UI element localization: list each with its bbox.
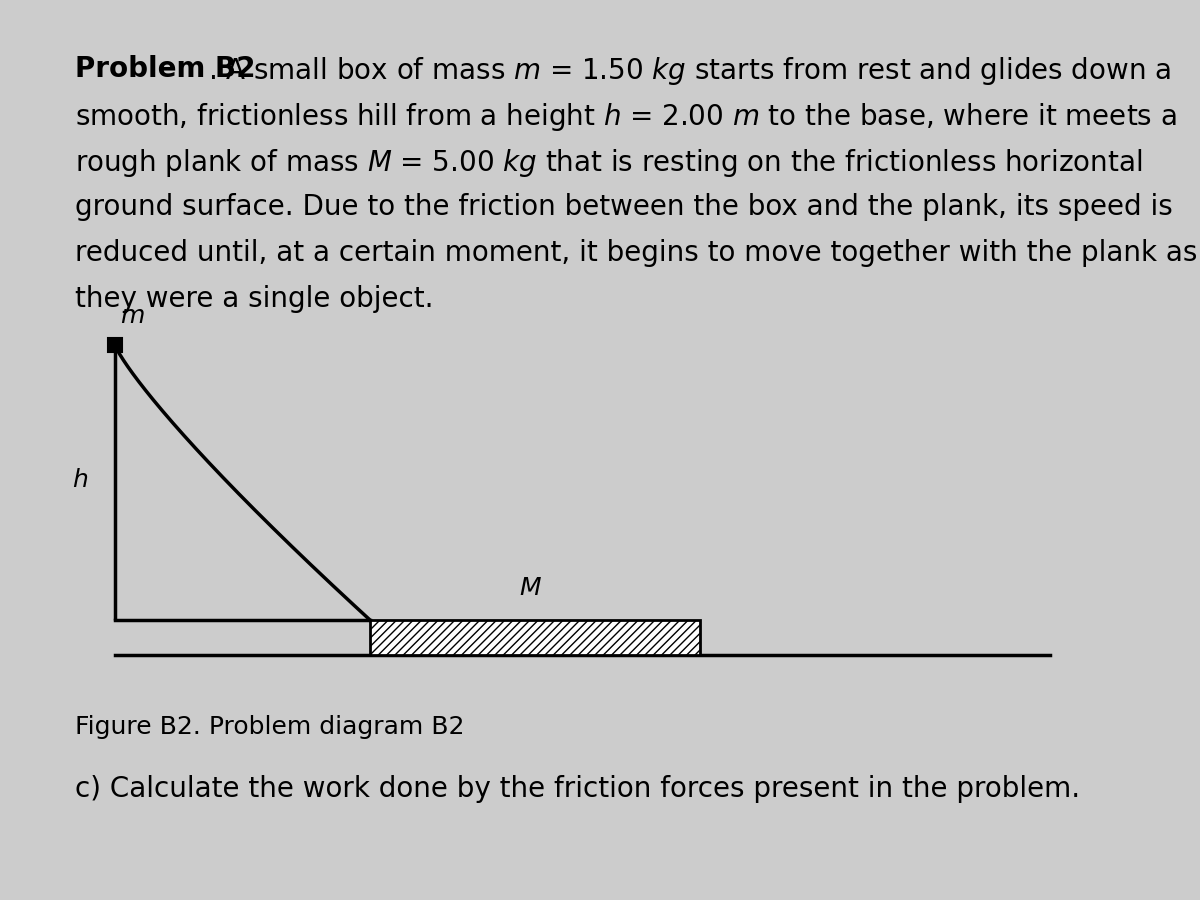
Text: ground surface. Due to the friction between the box and the plank, its speed is: ground surface. Due to the friction betw… bbox=[74, 193, 1172, 221]
Text: smooth, frictionless hill from a height $h$ = 2.00 $m$ to the base, where it mee: smooth, frictionless hill from a height … bbox=[74, 101, 1177, 133]
Text: $m$: $m$ bbox=[120, 304, 145, 328]
Text: Problem B2: Problem B2 bbox=[74, 55, 256, 83]
Text: rough plank of mass $M$ = 5.00 $kg$ that is resting on the frictionless horizont: rough plank of mass $M$ = 5.00 $kg$ that… bbox=[74, 147, 1142, 179]
Text: c) Calculate the work done by the friction forces present in the problem.: c) Calculate the work done by the fricti… bbox=[74, 775, 1080, 803]
Text: $h$: $h$ bbox=[72, 468, 88, 492]
Text: . A small box of mass $m$ = 1.50 $kg$ starts from rest and glides down a: . A small box of mass $m$ = 1.50 $kg$ st… bbox=[208, 55, 1171, 87]
Text: reduced until, at a certain moment, it begins to move together with the plank as: reduced until, at a certain moment, it b… bbox=[74, 239, 1200, 267]
Bar bbox=[108, 338, 122, 352]
Text: Figure B2. Problem diagram B2: Figure B2. Problem diagram B2 bbox=[74, 715, 464, 739]
Text: $M$: $M$ bbox=[518, 576, 541, 600]
Text: they were a single object.: they were a single object. bbox=[74, 285, 433, 313]
Bar bbox=[370, 620, 700, 655]
